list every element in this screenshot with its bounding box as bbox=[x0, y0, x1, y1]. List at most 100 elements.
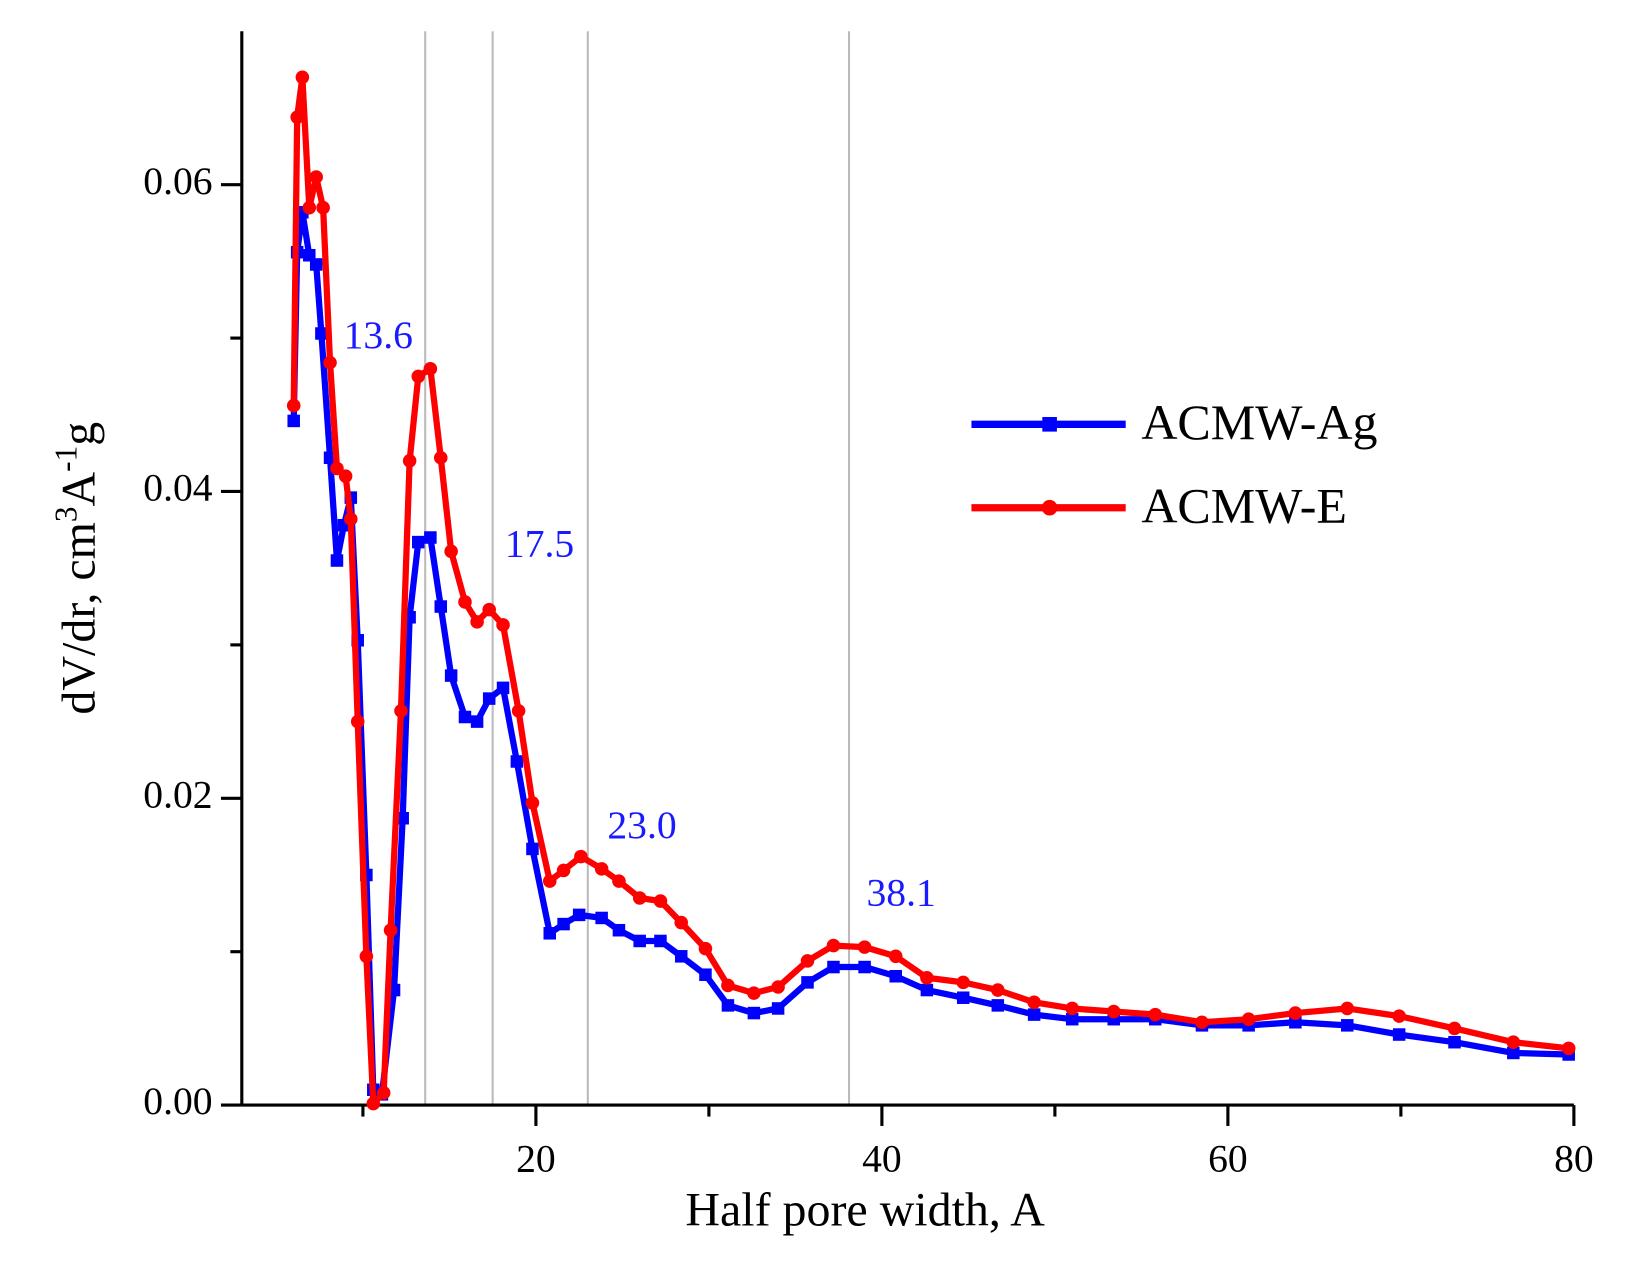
data-point bbox=[309, 170, 323, 184]
data-point bbox=[411, 369, 426, 384]
data-point bbox=[771, 1002, 785, 1015]
data-point bbox=[800, 954, 815, 968]
data-point bbox=[323, 355, 337, 370]
data-point bbox=[1506, 1035, 1521, 1049]
data-point bbox=[721, 999, 735, 1012]
data-point bbox=[653, 894, 668, 908]
y-axis-label: dV/dr, cm3A-1g bbox=[49, 422, 106, 715]
data-point bbox=[496, 618, 510, 632]
data-point bbox=[572, 908, 586, 922]
data-point bbox=[338, 469, 353, 483]
series bbox=[286, 70, 1576, 1111]
data-point bbox=[654, 934, 667, 948]
data-point bbox=[858, 960, 871, 974]
y-tick-label: 0.06 bbox=[143, 159, 212, 203]
data-point bbox=[526, 842, 539, 856]
data-point bbox=[556, 863, 571, 878]
data-point bbox=[315, 327, 328, 340]
data-point bbox=[1195, 1015, 1209, 1030]
data-point bbox=[747, 1006, 761, 1020]
x-tick-label: 80 bbox=[1554, 1137, 1594, 1181]
y-axis-label-part: -1 bbox=[49, 446, 84, 472]
data-point bbox=[747, 986, 761, 1000]
annotation: 38.1 bbox=[866, 871, 935, 915]
data-point bbox=[956, 991, 970, 1004]
data-point bbox=[1561, 1041, 1576, 1056]
data-point bbox=[1392, 1028, 1406, 1041]
data-point bbox=[287, 414, 300, 428]
data-point bbox=[458, 595, 472, 609]
data-point bbox=[698, 941, 713, 956]
data-point bbox=[1289, 1016, 1302, 1029]
data-point bbox=[290, 110, 304, 124]
data-point bbox=[423, 361, 438, 376]
data-point bbox=[424, 531, 437, 544]
data-point bbox=[350, 714, 365, 729]
data-point bbox=[286, 398, 301, 413]
data-point bbox=[612, 923, 626, 937]
data-point bbox=[889, 969, 902, 983]
data-point bbox=[888, 949, 903, 964]
legend: ACMW-Ag ACMW-E bbox=[971, 394, 1377, 533]
data-point bbox=[366, 1096, 381, 1111]
data-point bbox=[444, 669, 458, 682]
data-point bbox=[412, 535, 425, 549]
data-point bbox=[458, 710, 472, 724]
data-point bbox=[1148, 1007, 1163, 1022]
data-point bbox=[956, 975, 970, 990]
data-point bbox=[402, 454, 417, 468]
data-point bbox=[1106, 1004, 1121, 1019]
data-point bbox=[482, 602, 496, 617]
data-point bbox=[674, 950, 688, 963]
data-point bbox=[1507, 1046, 1520, 1060]
data-point bbox=[511, 704, 526, 718]
y-tick-label: 0.02 bbox=[143, 772, 212, 816]
legend-label: ACMW-E bbox=[1141, 477, 1347, 533]
y-tick-label: 0.04 bbox=[143, 466, 213, 510]
annotation: 23.0 bbox=[607, 803, 676, 847]
data-point bbox=[594, 862, 609, 876]
legend-label: ACMW-Ag bbox=[1141, 394, 1377, 450]
data-point bbox=[612, 874, 626, 888]
data-point bbox=[1341, 1019, 1354, 1032]
y-tick-label: 0.00 bbox=[143, 1079, 212, 1123]
data-point bbox=[1288, 1006, 1303, 1020]
data-point bbox=[991, 999, 1005, 1012]
annotation: 13.6 bbox=[344, 313, 413, 357]
x-tick-label: 20 bbox=[516, 1137, 556, 1181]
data-point bbox=[470, 715, 484, 728]
data-point bbox=[434, 600, 448, 613]
data-point bbox=[396, 811, 409, 825]
data-point bbox=[1340, 1001, 1355, 1016]
data-point bbox=[330, 554, 344, 567]
data-point bbox=[1447, 1021, 1462, 1036]
legend-marker bbox=[1042, 417, 1057, 432]
data-point bbox=[633, 934, 646, 948]
series-line bbox=[290, 74, 1570, 1107]
data-point bbox=[1065, 1001, 1079, 1016]
data-point bbox=[444, 544, 458, 559]
y-axis-label-part: A bbox=[52, 471, 105, 506]
data-point bbox=[525, 796, 540, 810]
data-point bbox=[542, 874, 557, 888]
data-point bbox=[376, 1086, 391, 1100]
data-point bbox=[295, 70, 310, 85]
data-point bbox=[496, 681, 510, 695]
data-point bbox=[482, 692, 496, 705]
data-point bbox=[801, 976, 814, 989]
legend-marker bbox=[1041, 499, 1058, 516]
data-point bbox=[394, 704, 408, 718]
data-point bbox=[433, 450, 448, 465]
x-tick-label: 60 bbox=[1208, 1137, 1248, 1181]
data-point bbox=[316, 200, 330, 215]
data-point bbox=[344, 512, 358, 526]
x-tick-label: 40 bbox=[862, 1137, 902, 1181]
data-point bbox=[1392, 1009, 1406, 1023]
data-point bbox=[1241, 1012, 1256, 1026]
x-axis-label: Half pore width, A bbox=[685, 1184, 1045, 1237]
data-point bbox=[302, 200, 317, 215]
data-point bbox=[595, 911, 608, 925]
series-line bbox=[290, 209, 1569, 1098]
